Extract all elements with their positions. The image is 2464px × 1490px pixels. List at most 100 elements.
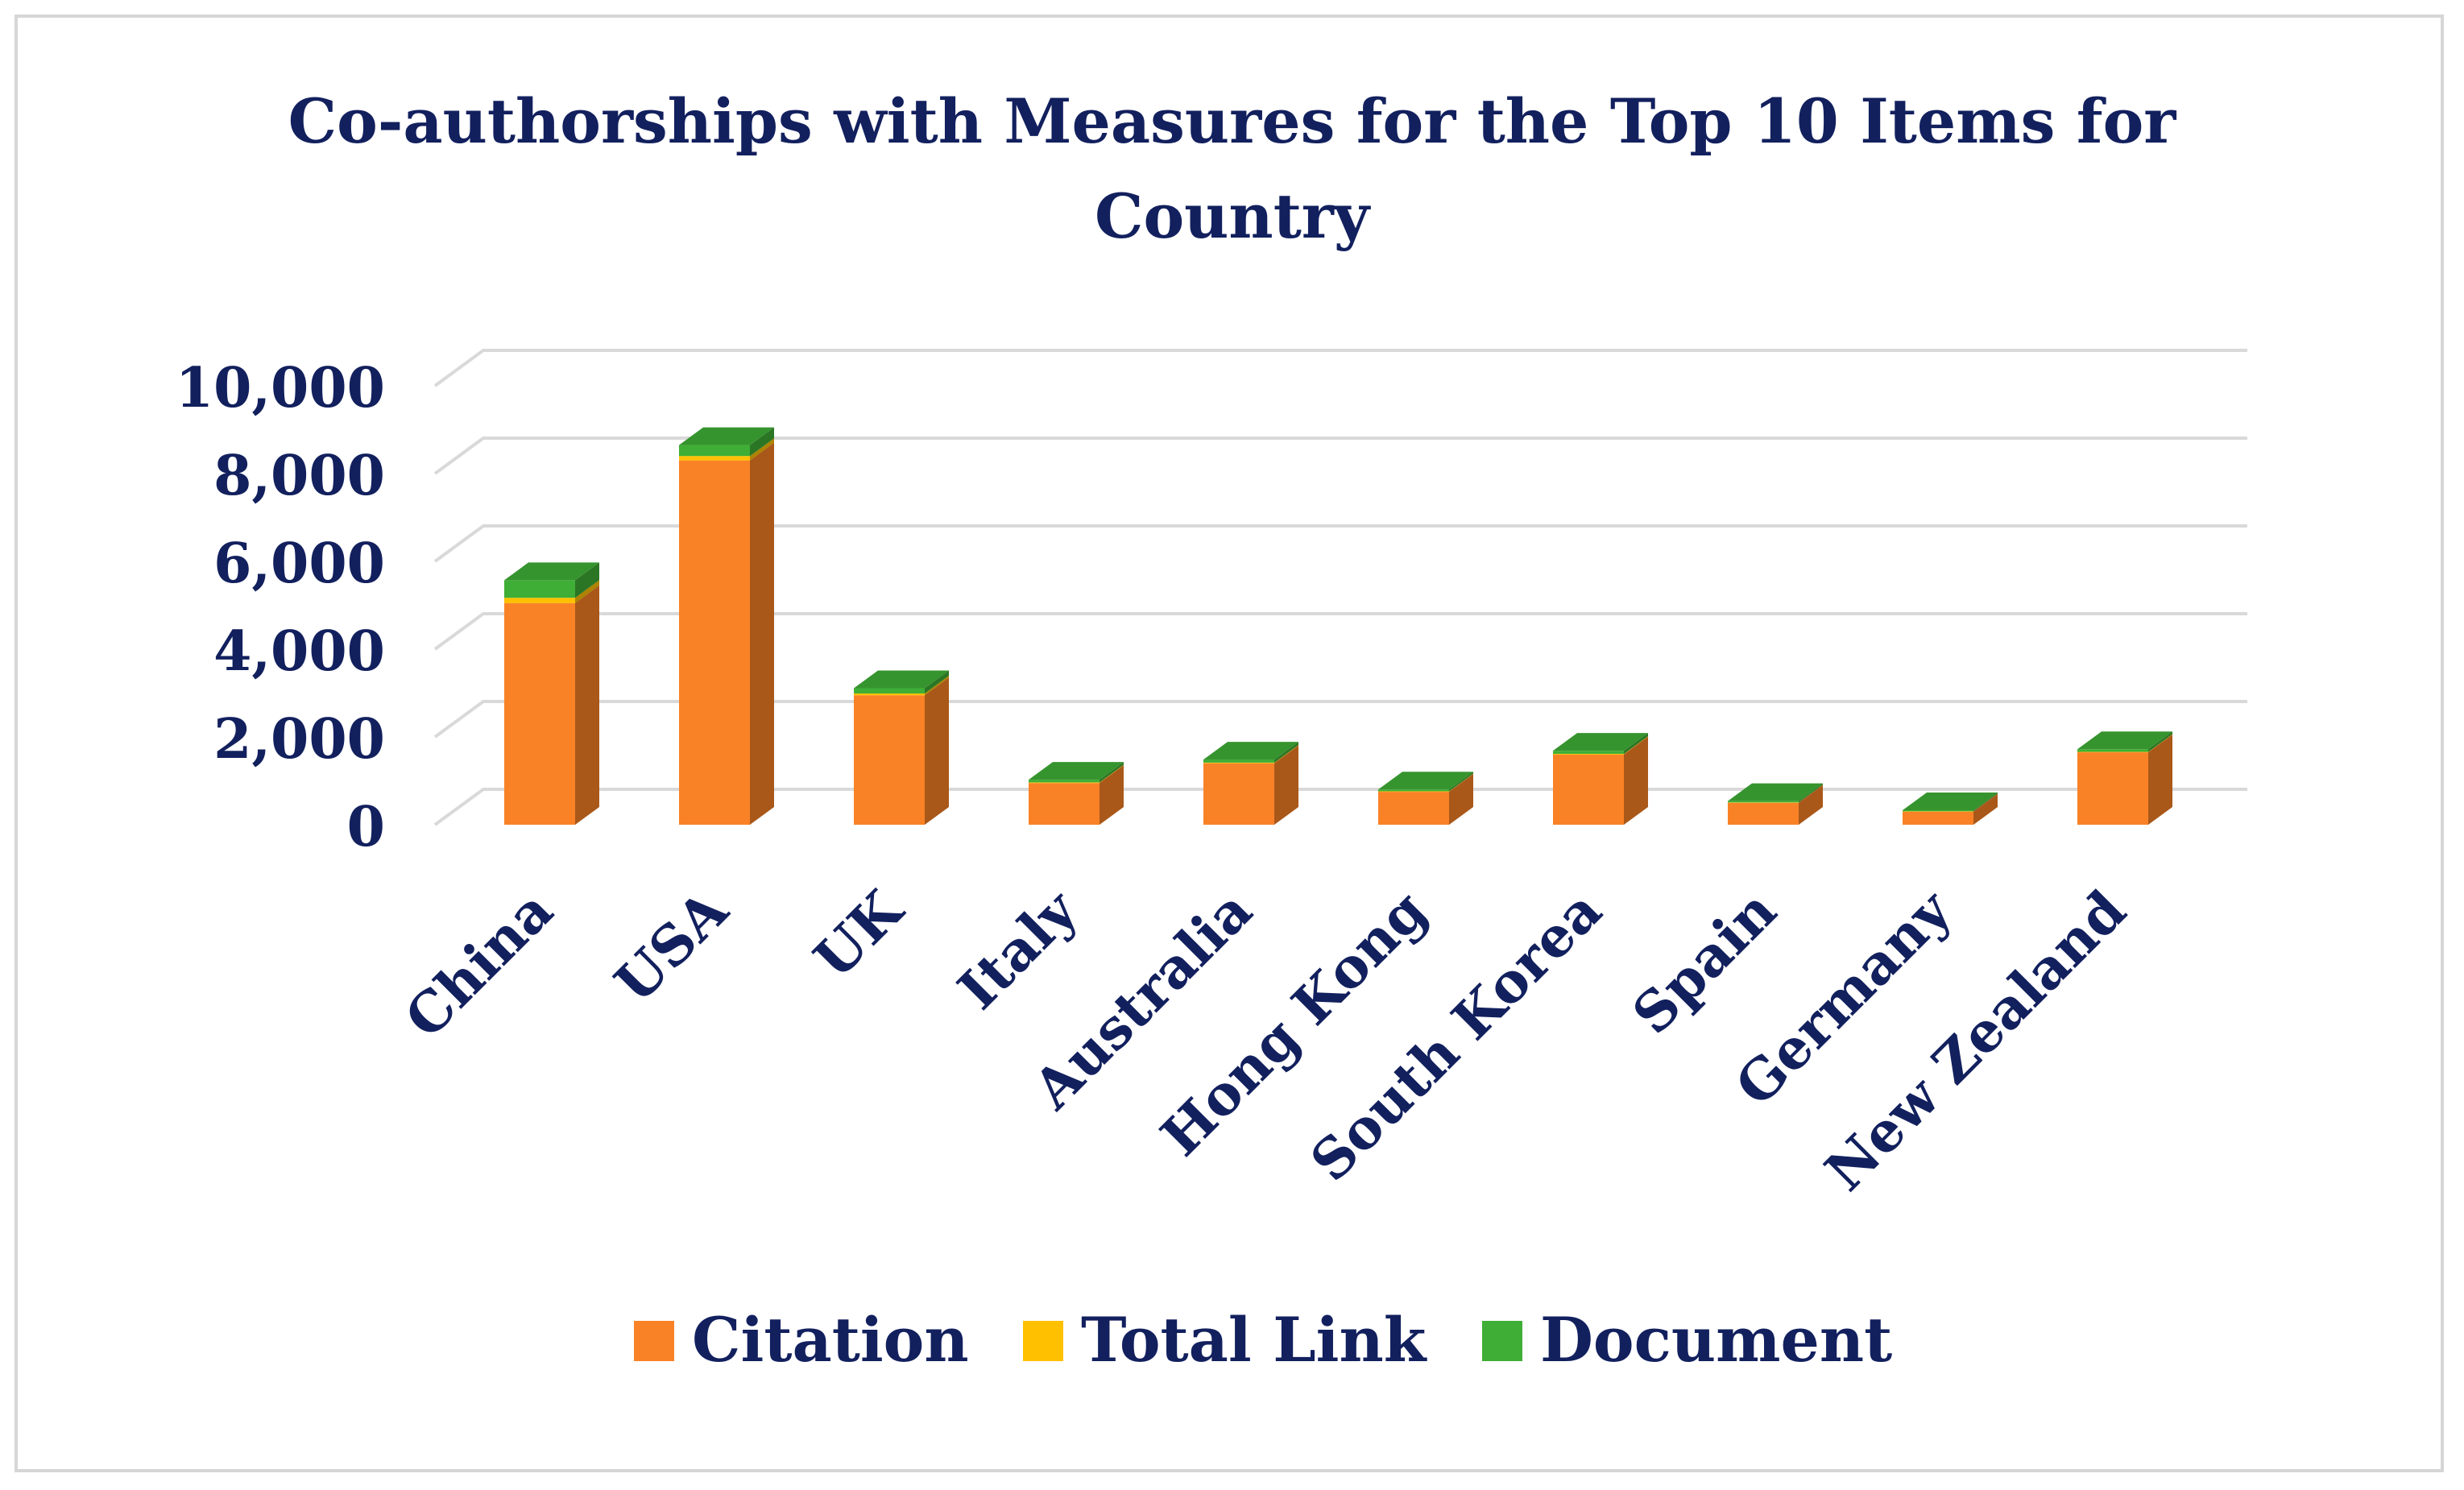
- bar-side-citation-hong-kong: [1449, 774, 1473, 825]
- bar-side-total-link-hong-kong: [1449, 773, 1473, 793]
- legend-swatch-citation: [634, 1321, 674, 1361]
- bar-citation-australia: [1203, 763, 1274, 825]
- bar-total-link-new-zealand: [2077, 751, 2148, 753]
- y-tick-label-2000: 2,000: [213, 707, 385, 772]
- chart-title-line-1: Co-authorships with Measures for the Top…: [288, 85, 2176, 157]
- bar-side-total-link-italy: [1099, 764, 1124, 784]
- legend-label-document: Document: [1540, 1304, 1892, 1376]
- bar-side-document-china: [575, 562, 599, 598]
- bar-citation-china: [504, 602, 575, 825]
- bar-group-germany: [1903, 792, 1998, 825]
- bar-group-spain: [1728, 783, 1823, 825]
- bar-document-australia: [1203, 759, 1274, 763]
- bar-citation-spain: [1728, 802, 1799, 825]
- bar-top-australia: [1203, 742, 1298, 760]
- bar-group-uk: [854, 670, 949, 825]
- bar-side-document-australia: [1274, 742, 1298, 763]
- y-tick-label-4000: 4,000: [213, 619, 385, 684]
- legend-swatch-total-link: [1023, 1321, 1063, 1361]
- bar-side-document-south-korea: [1624, 733, 1648, 754]
- bar-group-italy: [1029, 762, 1124, 825]
- bar-total-link-spain: [1728, 802, 1799, 803]
- bar-side-document-usa: [750, 427, 774, 457]
- bar-total-link-south-korea: [1553, 753, 1624, 755]
- bar-total-link-uk: [854, 693, 925, 696]
- bar-side-citation-spain: [1799, 784, 1823, 825]
- bar-top-new-zealand: [2077, 731, 2172, 750]
- x-tick-label-italy: Italy: [946, 877, 1091, 1022]
- bar-total-link-australia: [1203, 762, 1274, 764]
- bar-document-hong-kong: [1378, 789, 1449, 792]
- x-tick-label-uk: UK: [802, 876, 917, 991]
- bar-total-link-hong-kong: [1378, 791, 1449, 793]
- bar-top-germany: [1903, 792, 1998, 810]
- bar-group-usa: [679, 427, 774, 825]
- bar-document-south-korea: [1553, 751, 1624, 754]
- legend: Citation Total Link Document: [634, 1304, 1892, 1376]
- bar-side-total-link-uk: [925, 676, 949, 696]
- bar-side-total-link-australia: [1274, 744, 1298, 764]
- bar-side-citation-china: [575, 585, 599, 825]
- bar-top-china: [504, 562, 599, 581]
- gridline-0: [433, 788, 2247, 826]
- y-tick-label-6000: 6,000: [213, 532, 385, 596]
- bar-document-italy: [1029, 780, 1099, 783]
- legend-label-citation: Citation: [692, 1304, 969, 1376]
- bar-document-china: [504, 580, 575, 598]
- bar-group-south-korea: [1553, 733, 1648, 825]
- bar-top-south-korea: [1553, 733, 1648, 751]
- bar-top-italy: [1029, 762, 1124, 780]
- bar-side-document-germany: [1973, 792, 1998, 812]
- bar-side-citation-germany: [1973, 793, 1998, 825]
- bar-side-citation-new-zealand: [2148, 735, 2172, 825]
- gridline-2000: [433, 700, 2247, 739]
- bar-citation-italy: [1029, 783, 1099, 825]
- bar-side-citation-uk: [925, 677, 949, 825]
- bars: [504, 427, 2172, 825]
- gridline-4000: [433, 612, 2247, 651]
- bar-group-new-zealand: [2077, 731, 2172, 825]
- y-tick-label-8000: 8,000: [213, 444, 385, 508]
- x-tick-label-usa: USA: [603, 878, 740, 1016]
- gridline-10000: [433, 349, 2247, 387]
- bar-citation-south-korea: [1553, 754, 1624, 825]
- bar-side-total-link-china: [575, 580, 599, 603]
- bar-citation-hong-kong: [1378, 792, 1449, 825]
- bar-document-spain: [1728, 801, 1799, 803]
- legend-swatch-document: [1482, 1321, 1522, 1361]
- bar-side-total-link-spain: [1799, 784, 1823, 803]
- x-tick-label-spain: Spain: [1621, 878, 1789, 1046]
- bar-side-document-italy: [1099, 762, 1124, 783]
- x-tick-label-china: China: [393, 878, 565, 1050]
- bar-side-document-spain: [1799, 783, 1823, 803]
- bar-total-link-china: [504, 598, 575, 603]
- x-tick-label-new-zealand: New Zealand: [1813, 878, 2139, 1203]
- bar-document-new-zealand: [2077, 749, 2148, 752]
- bar-document-uk: [854, 688, 925, 694]
- bar-total-link-germany: [1903, 811, 1973, 812]
- y-tick-label-0: 0: [347, 795, 385, 859]
- bar-side-document-new-zealand: [2148, 731, 2172, 752]
- chart-title: Co-authorships with Measures for the Top…: [0, 74, 2464, 264]
- bar-side-document-uk: [925, 670, 949, 694]
- bar-top-spain: [1728, 783, 1823, 801]
- bar-total-link-usa: [679, 456, 750, 461]
- bar-group-hong-kong: [1378, 772, 1473, 825]
- bar-top-uk: [854, 670, 949, 689]
- bar-top-usa: [679, 427, 774, 445]
- gridline-6000: [433, 524, 2247, 563]
- bar-side-citation-italy: [1099, 765, 1124, 825]
- gridline-8000: [433, 437, 2247, 475]
- bar-citation-new-zealand: [2077, 752, 2148, 825]
- bar-side-total-link-south-korea: [1624, 735, 1648, 755]
- bar-group-china: [504, 562, 599, 825]
- grid-lines: [433, 349, 2247, 826]
- bar-side-citation-south-korea: [1624, 736, 1648, 825]
- legend-label-total-link: Total Link: [1081, 1304, 1427, 1376]
- bar-top-hong-kong: [1378, 772, 1473, 790]
- bar-side-total-link-germany: [1973, 793, 1998, 812]
- bar-group-australia: [1203, 742, 1298, 825]
- bar-document-usa: [679, 445, 750, 457]
